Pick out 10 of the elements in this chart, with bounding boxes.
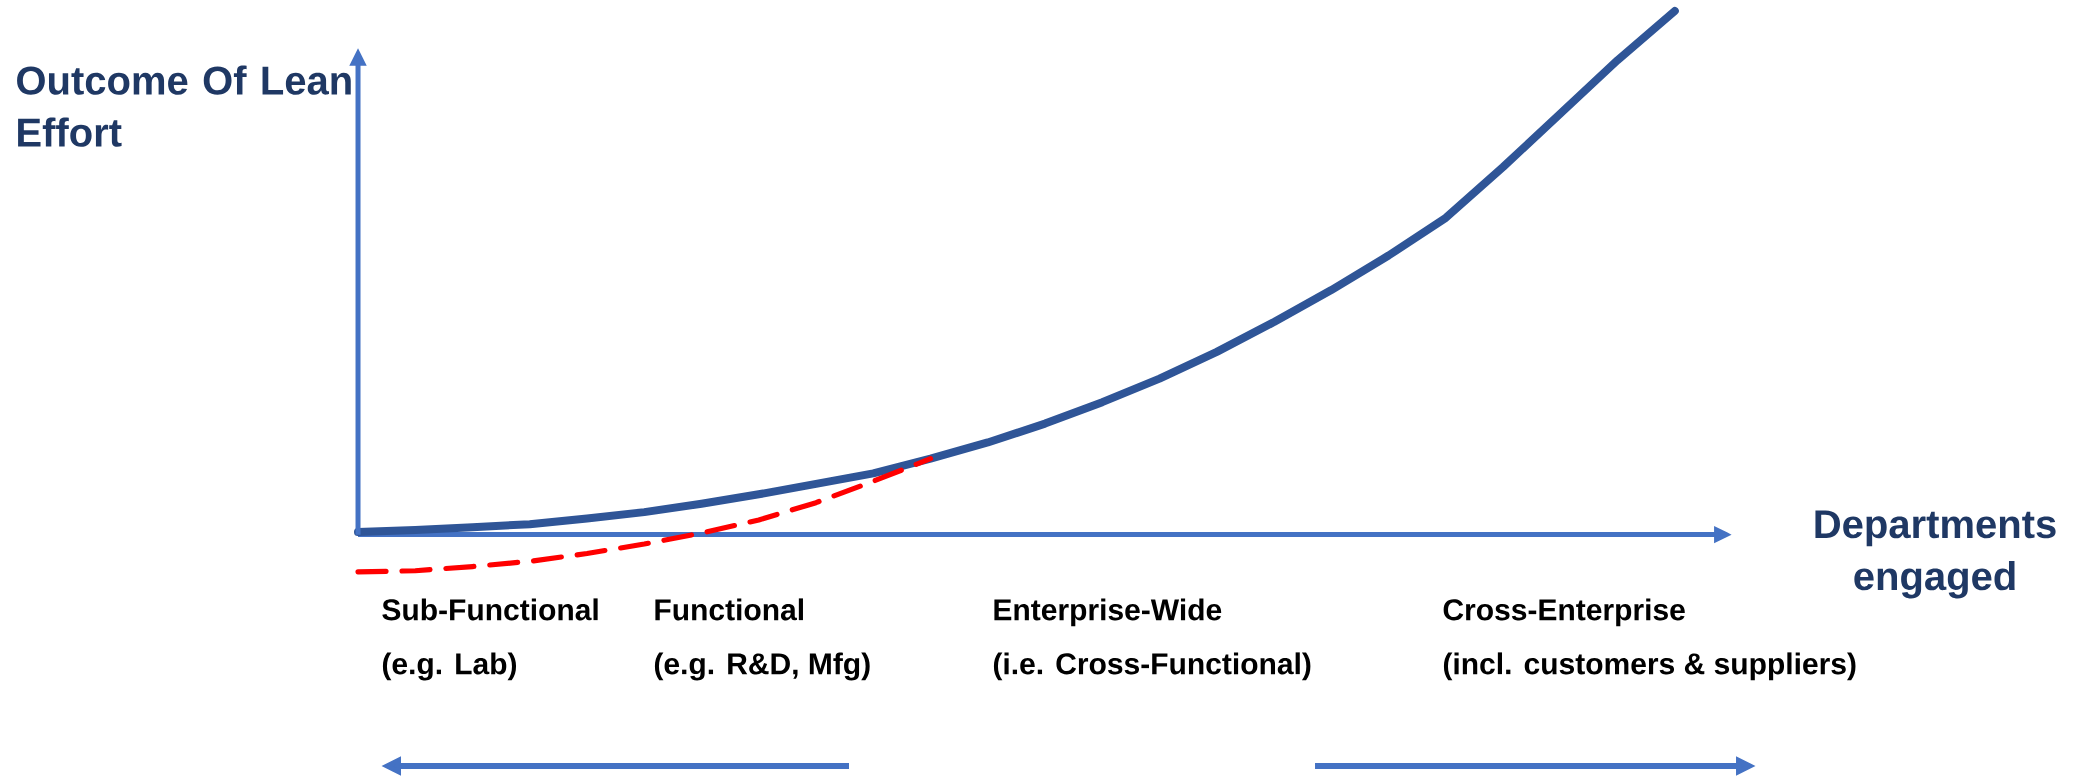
text: Functional: [655, 598, 803, 621]
text: Enterprise-Wide: [994, 598, 1222, 627]
text: Cross-Enterprise: [1443, 598, 1685, 627]
text: (e.g. R&D, Mfg): [654, 652, 870, 681]
x-axis-title: Departments engaged: [1815, 510, 2056, 599]
text: (e.g. Lab): [382, 652, 517, 681]
text: (i.e. Cross-Functional): [993, 652, 1311, 681]
text: Sub-Functional: [382, 598, 598, 621]
y-axis-title: Outcome Of Lean Effort: [17, 65, 351, 147]
text: (incl. customers & suppliers): [1443, 652, 1856, 681]
